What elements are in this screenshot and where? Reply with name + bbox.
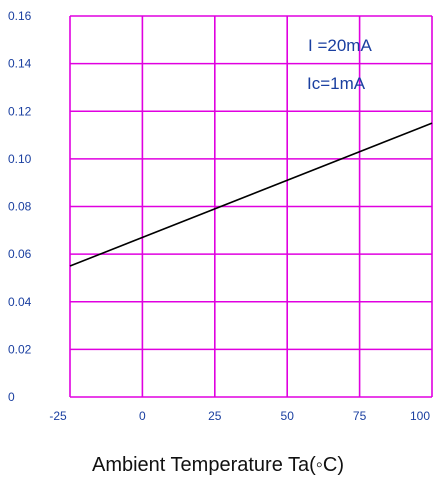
y-tick-label: 0.04	[8, 295, 32, 309]
y-tick-label: 0.02	[8, 342, 32, 356]
x-tick-label: 75	[353, 409, 367, 423]
x-tick-label: 0	[139, 409, 146, 423]
x-tick-label: 25	[208, 409, 222, 423]
annotation-collector-current: Ic=1mA	[307, 74, 366, 93]
y-tick-label: 0.08	[8, 200, 32, 214]
series-line	[69, 122, 433, 267]
annotation-current: I =20mA	[308, 36, 372, 55]
y-tick-label: 0	[8, 390, 15, 404]
x-tick-label: -25	[49, 409, 67, 423]
x-axis-label: Ambient Temperature Ta(◦C)	[92, 454, 344, 476]
series-lines	[69, 122, 433, 267]
y-tick-label: 0.16	[8, 9, 32, 23]
x-tick-label: 50	[281, 409, 295, 423]
y-tick-label: 0.06	[8, 247, 32, 261]
x-tick-label: 100	[410, 409, 430, 423]
y-tick-label: 0.10	[8, 152, 32, 166]
y-tick-labels: 0 0.02 0.04 0.06 0.08 0.10 0.12 0.14 0.16	[8, 9, 32, 404]
x-tick-labels: -25 0 25 50 75 100	[49, 409, 430, 423]
grid	[69, 15, 433, 398]
y-tick-label: 0.14	[8, 57, 32, 71]
y-tick-label: 0.12	[8, 104, 32, 118]
